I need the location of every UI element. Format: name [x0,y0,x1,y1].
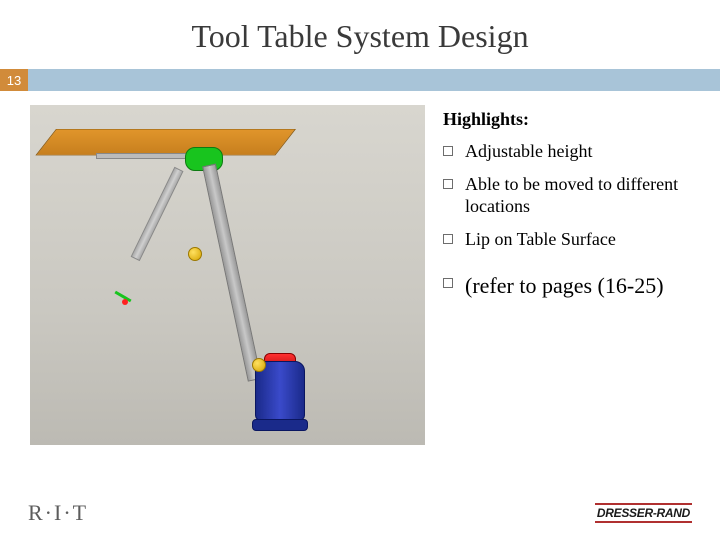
base-foot-shape [252,419,308,431]
bullet-text: Lip on Table Surface [465,228,690,251]
highlights-heading: Highlights: [443,109,690,130]
highlights-panel: Highlights: Adjustable height Able to be… [443,105,690,445]
bullet-text: (refer to pages (16-25) [465,272,690,300]
list-item: Adjustable height [443,140,690,163]
axis-red-shape [122,299,128,305]
content-row: Highlights: Adjustable height Able to be… [0,91,720,445]
list-item: (refer to pages (16-25) [443,272,690,300]
highlights-list: Adjustable height Able to be moved to di… [443,140,690,300]
page-number: 13 [0,69,28,91]
footer: R·I·T DRESSER-RAND [0,500,720,526]
list-item: Able to be moved to different locations [443,173,690,218]
dresser-rand-logo: DRESSER-RAND [595,503,692,523]
yellow-knob-shape [188,247,202,261]
bullet-icon [443,278,453,288]
bullet-text: Adjustable height [465,140,690,163]
list-item: Lip on Table Surface [443,228,690,251]
bullet-icon [443,234,453,244]
page-title: Tool Table System Design [0,0,720,69]
bullet-text: Able to be moved to different locations [465,173,690,218]
bullet-icon [443,179,453,189]
yellow-knob-shape [252,358,266,372]
page-number-bar: 13 [0,69,720,91]
header-stripe [28,69,720,91]
support-strut-shape [131,167,184,261]
rit-logo: R·I·T [28,500,88,526]
tabletop-shape [35,129,296,155]
main-leg-shape [202,164,261,382]
cad-model-image [30,105,425,445]
bullet-icon [443,146,453,156]
